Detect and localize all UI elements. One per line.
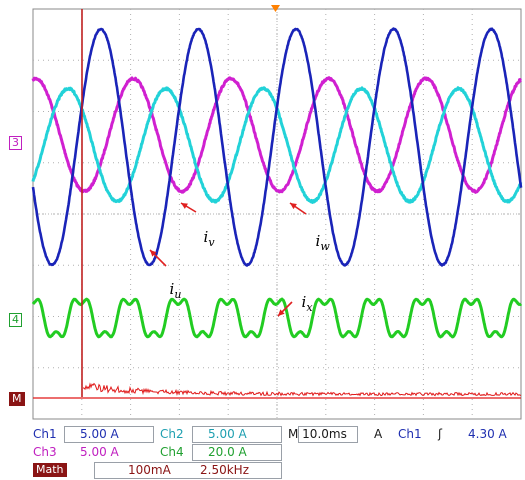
ch3-label: Ch3 xyxy=(33,445,57,459)
arrow-ix-head xyxy=(278,309,285,316)
trigger-mode: A xyxy=(374,427,383,441)
arrow-iw-head xyxy=(290,203,297,210)
ch1-label: Ch1 xyxy=(33,427,57,441)
trace-math xyxy=(82,382,522,397)
label-iu-i: i xyxy=(169,280,175,298)
label-iw-sub: w xyxy=(320,240,330,253)
trigger-level[interactable]: 4.30 A xyxy=(468,427,507,441)
trace-ch3-iw xyxy=(31,76,522,194)
label-ix-sub: x xyxy=(306,301,313,314)
label-ix: ix xyxy=(292,278,313,316)
label-ix-i: i xyxy=(301,293,307,311)
label-iw: iw xyxy=(306,217,330,255)
math-marker[interactable]: M xyxy=(9,392,25,406)
trigger-position-marker xyxy=(271,5,280,12)
math-scale-box xyxy=(94,462,282,479)
label-iw-i: i xyxy=(315,232,321,250)
arrow-iu-head xyxy=(150,250,157,257)
ch4-scale[interactable]: 20.0 A xyxy=(208,445,247,459)
ch4-marker[interactable]: 4 xyxy=(9,313,22,327)
ch1-scale-box xyxy=(64,426,154,443)
label-iu: iu xyxy=(160,265,182,303)
trigger-source[interactable]: Ch1 xyxy=(398,427,422,441)
ch4-scale-box xyxy=(192,444,282,461)
label-iv-sub: v xyxy=(208,236,215,249)
trace-ch4-ix xyxy=(31,297,523,339)
arrow-iv-head xyxy=(181,203,188,209)
ch4-label: Ch4 xyxy=(160,445,184,459)
ch3-scale[interactable]: 5.00 A xyxy=(80,445,119,459)
trace-ch1-iu xyxy=(31,27,523,267)
label-iu-sub: u xyxy=(174,288,182,301)
label-iv-i: i xyxy=(203,228,209,246)
timebase[interactable]: M 10.0ms xyxy=(288,427,347,441)
ch3-marker[interactable]: 3 xyxy=(9,136,22,150)
timebase-box xyxy=(298,426,358,443)
math-label: Math xyxy=(33,463,67,477)
label-iv: iv xyxy=(194,213,215,251)
ch2-label: Ch2 xyxy=(160,427,184,441)
ch2-scale[interactable]: 5.00 A xyxy=(208,427,247,441)
traces xyxy=(31,27,523,399)
ch1-scale[interactable]: 5.00 A xyxy=(80,427,119,441)
ch2-scale-box xyxy=(192,426,282,443)
overlays xyxy=(81,5,307,397)
math-span[interactable]: 2.50kHz xyxy=(200,463,249,477)
trigger-slope-icon: ʃ xyxy=(438,427,443,441)
math-scale[interactable]: 100mA xyxy=(128,463,171,477)
